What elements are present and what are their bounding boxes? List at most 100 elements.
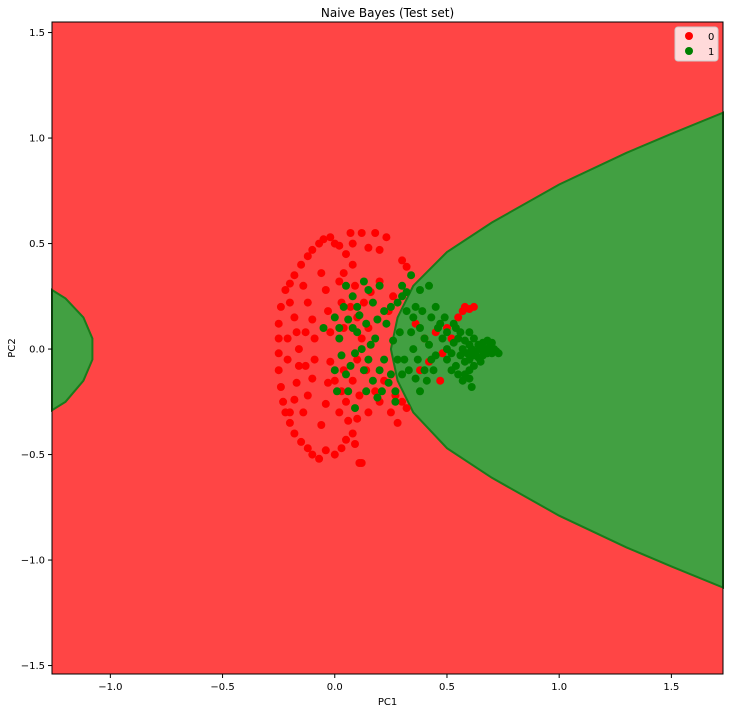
point-class-0 [371,387,380,396]
point-class-1 [425,340,433,349]
point-class-0 [285,298,294,307]
point-class-0 [353,414,362,423]
point-class-0 [303,298,312,307]
legend: 0 1 [674,26,719,62]
point-class-1 [344,315,353,324]
point-class-1 [454,370,463,379]
point-class-1 [400,355,409,364]
point-class-1 [342,370,350,379]
point-class-1 [440,313,449,322]
point-class-1 [494,349,503,358]
point-class-0 [303,391,312,400]
point-class-1 [416,387,424,396]
point-class-0 [321,446,330,455]
point-class-0 [359,298,368,307]
point-class-0 [330,450,339,459]
point-class-0 [319,235,328,244]
point-class-0 [357,334,366,343]
point-class-0 [389,292,398,301]
point-class-1 [330,313,339,322]
point-class-0 [321,399,330,408]
point-class-1 [438,334,447,343]
point-class-1 [427,313,436,322]
point-class-1 [348,324,357,332]
point-class-0 [348,260,357,269]
point-class-0 [299,281,308,290]
point-class-0 [364,243,373,252]
point-class-1 [395,328,404,337]
point-class-1 [476,357,485,366]
point-class-0 [283,334,292,343]
point-class-0 [326,233,335,242]
point-class-1 [375,281,384,290]
point-class-1 [402,307,411,316]
point-class-0 [274,334,283,343]
point-class-0 [308,450,317,459]
point-class-1 [398,281,407,290]
point-class-0 [279,397,288,406]
point-class-0 [283,355,292,364]
point-class-1 [339,302,348,311]
point-class-1 [427,355,436,364]
x-axis: −1.0 −0.5 0.0 0.5 1.0 1.5 [98,674,679,693]
point-class-1 [407,271,416,280]
chart-title: Naive Bayes (Test set) [321,6,454,20]
x-tick-label: 0.5 [439,682,455,693]
point-class-1 [382,319,391,328]
point-class-1 [429,366,438,375]
point-class-0 [290,313,299,322]
point-class-1 [348,292,357,301]
point-class-0 [274,349,283,358]
point-class-1 [443,328,451,337]
point-class-0 [355,391,364,400]
point-class-1 [351,349,359,358]
point-class-0 [285,408,294,417]
point-class-1 [411,374,420,383]
y-tick-label: −1.0 [21,556,45,567]
point-class-1 [443,355,451,364]
point-class-0 [357,229,366,237]
point-class-0 [292,378,301,387]
point-class-0 [324,307,332,316]
point-class-0 [303,252,312,261]
point-class-1 [416,286,424,294]
point-class-0 [301,361,310,370]
point-class-1 [487,338,496,347]
point-class-1 [391,397,400,406]
point-class-0 [344,416,353,425]
point-class-0 [339,269,348,278]
point-class-0 [308,374,317,383]
point-class-1 [447,366,456,375]
point-class-1 [362,319,371,328]
point-class-0 [276,383,285,391]
point-class-0 [398,256,407,265]
point-class-0 [371,229,380,237]
point-class-1 [465,328,474,337]
point-class-0 [469,302,478,311]
point-class-1 [393,298,402,307]
point-class-0 [308,245,317,254]
point-class-1 [384,378,393,387]
point-class-1 [380,355,389,364]
point-class-0 [310,355,319,364]
plot-frame [51,21,724,675]
point-class-0 [364,408,373,417]
point-class-0 [297,260,306,269]
point-class-1 [377,387,386,396]
point-class-0 [303,444,312,453]
point-class-1 [355,311,364,320]
point-class-0 [274,366,283,375]
point-class-0 [297,437,306,446]
point-class-0 [337,444,346,453]
point-class-0 [290,429,299,438]
point-class-1 [319,324,328,332]
point-class-1 [366,340,375,349]
point-class-1 [458,376,467,385]
point-class-1 [373,315,382,324]
point-class-1 [420,334,429,343]
y-tick-label: 0.0 [29,345,45,356]
point-class-0 [382,233,391,242]
point-class-1 [465,374,474,383]
